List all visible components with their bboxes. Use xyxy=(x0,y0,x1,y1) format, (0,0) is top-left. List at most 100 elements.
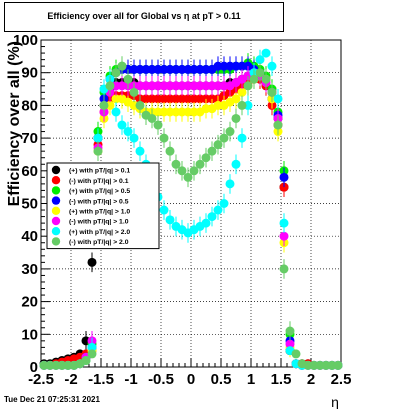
legend-entry: (+) with pT/|q| > 0.1 xyxy=(69,168,130,175)
data-point xyxy=(135,146,145,156)
data-point xyxy=(129,87,139,97)
data-point xyxy=(147,113,157,123)
data-point xyxy=(213,205,223,215)
data-point xyxy=(219,199,229,208)
data-point xyxy=(81,355,91,365)
x-tick-label: 0.5 xyxy=(211,371,232,388)
data-point xyxy=(93,133,103,143)
x-tick-label: -1 xyxy=(124,371,137,388)
legend-entry: (-) with pT/|q| > 1.0 xyxy=(69,219,129,226)
y-tick-label: 30 xyxy=(21,261,38,278)
data-point xyxy=(219,133,229,143)
data-point xyxy=(273,120,283,130)
legend-entry: (+) with pT/|q| > 1.0 xyxy=(69,209,130,216)
x-tick-label: 0 xyxy=(187,371,195,388)
legend-box xyxy=(46,162,160,250)
y-tick-label: 90 xyxy=(21,65,38,82)
legend-marker xyxy=(51,227,61,236)
data-point xyxy=(105,81,115,91)
legend-entry: (+) with pT/|q| > 2.0 xyxy=(69,229,130,236)
x-tick-label: -0.5 xyxy=(148,371,174,388)
data-point xyxy=(93,146,103,156)
data-point xyxy=(285,339,295,349)
data-point xyxy=(201,218,211,228)
data-point xyxy=(243,81,253,91)
legend-marker xyxy=(51,165,61,175)
data-point xyxy=(249,74,259,84)
data-point xyxy=(159,133,169,143)
data-point xyxy=(267,87,277,97)
data-point xyxy=(159,205,169,215)
data-point xyxy=(111,107,121,117)
x-tick-label: -1.5 xyxy=(88,371,114,388)
data-point xyxy=(165,215,175,225)
data-point xyxy=(225,179,235,189)
data-point xyxy=(117,61,127,71)
data-point xyxy=(207,212,217,222)
data-point xyxy=(123,127,133,137)
data-point xyxy=(129,133,139,143)
data-point xyxy=(99,100,109,110)
legend-marker xyxy=(51,216,61,226)
data-point xyxy=(285,326,295,336)
series-7 xyxy=(39,56,343,370)
data-point xyxy=(207,146,217,156)
y-tick-label: 20 xyxy=(21,294,38,311)
data-point xyxy=(135,100,145,110)
data-point xyxy=(261,48,271,58)
y-tick-label: 10 xyxy=(21,326,38,343)
y-tick-label: 0 xyxy=(30,359,38,376)
data-point xyxy=(237,133,247,143)
data-point xyxy=(171,159,181,169)
legend-marker xyxy=(51,237,61,246)
y-tick-label: 60 xyxy=(21,163,38,180)
data-point xyxy=(153,120,163,130)
legend: (+) with pT/|q| > 0.1 (-) with pT/|q| > 0… xyxy=(46,162,160,250)
legend-entry: (-) with pT/|q| > 0.5 xyxy=(69,198,129,205)
data-point xyxy=(177,166,187,176)
data-point xyxy=(213,140,223,150)
x-tick-label: 1.5 xyxy=(271,371,292,388)
data-point xyxy=(189,166,199,176)
data-point xyxy=(195,159,205,169)
x-tick-label: -2.5 xyxy=(28,371,54,388)
y-axis-label: Efficiency over all (%) xyxy=(6,41,23,206)
data-point xyxy=(237,87,247,97)
y-tick-label: 70 xyxy=(21,130,38,147)
y-tick-label: 100 xyxy=(13,32,38,49)
timestamp: Tue Dec 21 07:25:31 2021 xyxy=(4,395,100,404)
data-point xyxy=(87,342,97,352)
data-point xyxy=(231,94,241,104)
legend-marker xyxy=(51,206,61,215)
data-point xyxy=(255,55,265,65)
data-point xyxy=(267,61,277,71)
data-point xyxy=(291,349,301,359)
chart-title: Efficiency over all for Global vs η at p… xyxy=(47,11,241,21)
x-tick-label: 2.5 xyxy=(331,371,352,388)
data-point xyxy=(165,146,175,156)
y-tick-label: 50 xyxy=(21,196,38,213)
x-tick-label: 2 xyxy=(307,371,315,388)
data-point xyxy=(111,68,121,78)
legend-entry: (-) with pT/|q| > 0.1 xyxy=(69,178,129,185)
y-tick-label: 40 xyxy=(21,228,38,245)
legend-marker xyxy=(51,176,61,185)
legend-entry: (-) with pT/|q| > 2.0 xyxy=(69,239,129,246)
data-point xyxy=(279,218,289,228)
x-axis-label: η xyxy=(331,394,339,409)
data-point xyxy=(279,231,289,241)
y-tick-label: 80 xyxy=(21,97,38,114)
data-point xyxy=(261,74,271,84)
data-point xyxy=(231,113,241,123)
data-point xyxy=(201,153,211,163)
data-point xyxy=(279,172,289,182)
data-point xyxy=(237,100,247,110)
data-point xyxy=(279,264,289,274)
legend-entry: (+) with pT/|q| > 0.5 xyxy=(69,188,130,195)
x-tick-label: -2 xyxy=(64,371,77,388)
data-point xyxy=(87,349,97,359)
data-point xyxy=(333,360,343,370)
data-point xyxy=(117,120,127,130)
x-tick-label: 1 xyxy=(247,371,255,388)
